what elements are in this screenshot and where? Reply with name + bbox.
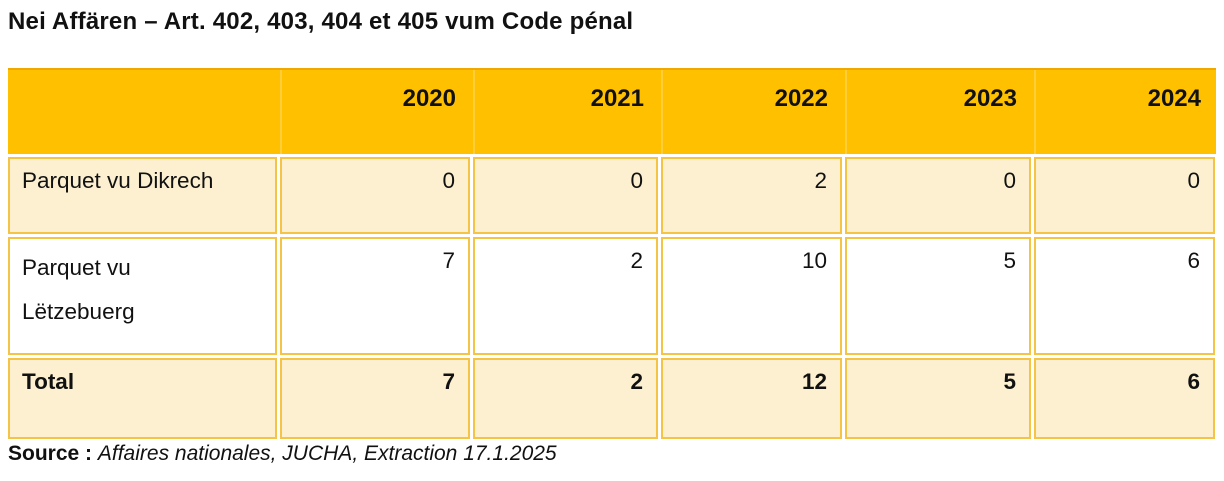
source-text: Affaires nationales, JUCHA, Extraction 1…: [97, 442, 557, 465]
row-label-text: Parquet vu Lëtzebuerg: [22, 255, 135, 324]
table-row-parquet-dikrech: Parquet vu Dikrech 0 0 2 0 0: [8, 157, 1216, 234]
page-title: Nei Affären – Art. 402, 403, 404 et 405 …: [8, 8, 634, 35]
cell-letzebuerg-2020: 7: [280, 237, 470, 355]
cell-dikrech-2021: 0: [473, 157, 658, 234]
statistics-table: 2020 2021 2022 2023 2024 Parquet vu Dikr…: [8, 68, 1216, 439]
cell-total-2021: 2: [473, 358, 658, 439]
cell-letzebuerg-2024: 6: [1034, 237, 1215, 355]
header-year-2022: 2022: [661, 70, 842, 154]
header-year-2024: 2024: [1034, 70, 1215, 154]
header-year-2020: 2020: [280, 70, 470, 154]
cell-total-2023: 5: [845, 358, 1031, 439]
cell-letzebuerg-2023: 5: [845, 237, 1031, 355]
source-label: Source :: [8, 442, 93, 465]
cell-dikrech-2023: 0: [845, 157, 1031, 234]
header-empty-cell: [8, 70, 277, 154]
row-label: Parquet vu Lëtzebuerg: [8, 237, 277, 355]
source-note: Source : Affaires nationales, JUCHA, Ext…: [8, 442, 557, 466]
row-label: Total: [8, 358, 277, 439]
cell-dikrech-2024: 0: [1034, 157, 1215, 234]
cell-dikrech-2022: 2: [661, 157, 842, 234]
cell-total-2024: 6: [1034, 358, 1215, 439]
cell-total-2020: 7: [280, 358, 470, 439]
table-row-total: Total 7 2 12 5 6: [8, 358, 1216, 439]
cell-total-2022: 12: [661, 358, 842, 439]
table-header-row: 2020 2021 2022 2023 2024: [8, 68, 1216, 154]
cell-letzebuerg-2021: 2: [473, 237, 658, 355]
row-label: Parquet vu Dikrech: [8, 157, 277, 234]
table-row-parquet-letzebuerg: Parquet vu Lëtzebuerg 7 2 10 5 6: [8, 237, 1216, 355]
header-year-2023: 2023: [845, 70, 1031, 154]
cell-letzebuerg-2022: 10: [661, 237, 842, 355]
header-year-2021: 2021: [473, 70, 658, 154]
cell-dikrech-2020: 0: [280, 157, 470, 234]
